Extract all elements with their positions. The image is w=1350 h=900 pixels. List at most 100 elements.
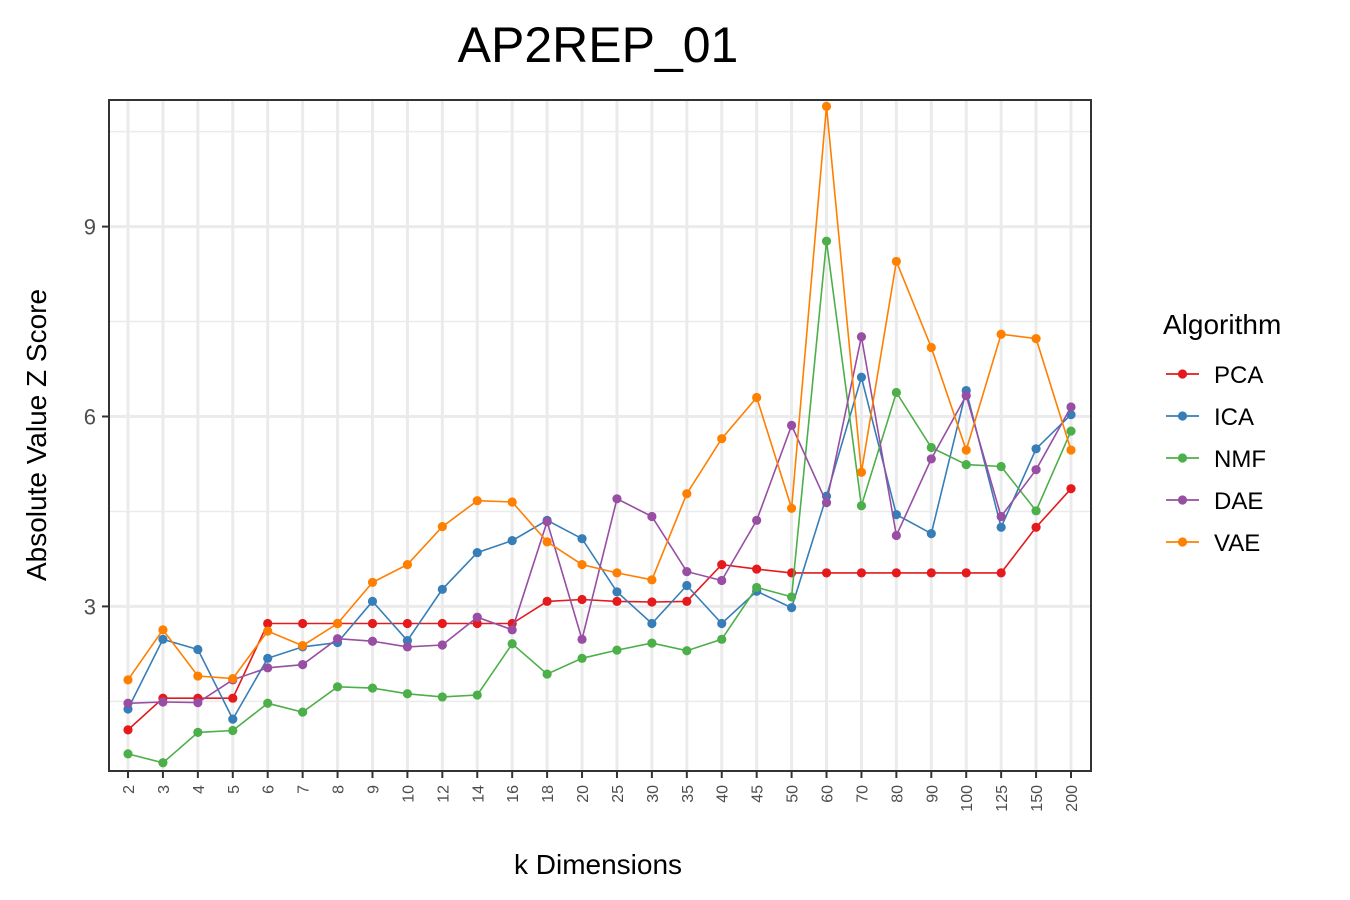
data-point — [193, 671, 203, 681]
data-point — [612, 587, 622, 597]
x-tick-label: 12 — [435, 785, 452, 803]
data-point — [472, 612, 482, 622]
data-point — [263, 626, 273, 636]
data-point — [263, 698, 273, 708]
y-tick-label: 6 — [84, 405, 96, 430]
legend-label: ICA — [1214, 404, 1254, 431]
data-point — [821, 101, 832, 111]
data-point — [193, 644, 203, 655]
x-tick-label: 100 — [959, 785, 976, 812]
data-point — [507, 625, 517, 635]
data-point — [507, 497, 517, 507]
data-point — [542, 669, 552, 679]
data-point — [577, 653, 587, 663]
data-point — [402, 635, 413, 646]
data-point — [891, 530, 901, 541]
data-point — [786, 503, 797, 513]
data-point — [298, 618, 308, 629]
data-point — [682, 596, 692, 606]
data-point — [891, 568, 901, 578]
data-point — [437, 584, 447, 594]
data-point — [367, 683, 378, 693]
data-point — [961, 568, 971, 578]
legend-label: DAE — [1214, 488, 1263, 515]
data-point — [996, 511, 1006, 522]
data-point — [158, 634, 168, 644]
series-vae — [123, 101, 1076, 685]
data-point — [402, 689, 413, 699]
data-point — [507, 639, 517, 649]
data-point — [577, 534, 587, 544]
data-point — [647, 597, 657, 607]
data-point — [123, 675, 133, 685]
data-point — [717, 434, 727, 444]
data-point — [612, 494, 622, 504]
data-point — [472, 690, 482, 700]
data-point — [856, 332, 867, 342]
legend-item-dae: DAE — [1166, 488, 1263, 515]
data-point — [332, 634, 343, 644]
data-point — [402, 618, 413, 629]
legend-item-nmf: NMF — [1166, 446, 1266, 473]
x-tick-label: 80 — [889, 785, 906, 803]
data-point — [821, 498, 832, 508]
legend-label: NMF — [1214, 446, 1266, 473]
x-tick-label: 90 — [924, 785, 941, 803]
data-point — [1031, 506, 1041, 516]
data-point — [1031, 334, 1041, 344]
x-tick-label: 150 — [1029, 785, 1046, 812]
data-point — [647, 618, 657, 629]
x-tick-label: 35 — [680, 785, 697, 803]
data-point — [682, 646, 692, 656]
data-point — [926, 454, 936, 464]
x-tick-label: 40 — [715, 785, 732, 803]
x-tick-label: 30 — [645, 785, 662, 803]
x-tick-label: 200 — [1064, 785, 1081, 812]
x-tick-label: 9 — [365, 785, 382, 794]
series-line-nmf — [127, 241, 1072, 764]
data-point — [891, 510, 901, 520]
data-point — [682, 566, 692, 577]
data-point — [856, 372, 867, 382]
x-tick-label: 4 — [191, 785, 208, 794]
data-point — [821, 236, 832, 246]
data-point — [961, 445, 971, 455]
data-point — [577, 634, 587, 644]
series-layer — [123, 101, 1076, 768]
data-point — [332, 682, 343, 692]
data-point — [856, 568, 867, 578]
data-point — [472, 618, 482, 629]
data-point — [437, 618, 447, 629]
data-point — [263, 653, 273, 663]
data-point — [298, 641, 308, 651]
legend-key-point — [1177, 369, 1188, 379]
data-point — [367, 596, 378, 606]
data-point — [402, 642, 413, 652]
legend-item-pca: PCA — [1166, 362, 1263, 389]
x-tick-label: 3 — [156, 785, 173, 794]
legend-key-point — [1177, 411, 1188, 421]
data-point — [821, 568, 832, 578]
data-point — [717, 575, 727, 586]
data-point — [1066, 445, 1076, 455]
data-point — [367, 618, 378, 629]
data-point — [1066, 484, 1076, 494]
data-point — [717, 618, 727, 629]
series-line-vae — [127, 106, 1072, 681]
x-axis-title: k Dimensions — [514, 849, 682, 880]
data-point — [158, 697, 168, 707]
data-point — [158, 625, 168, 635]
data-point — [926, 529, 936, 539]
data-point — [123, 749, 133, 759]
data-point — [1066, 402, 1076, 412]
x-tick-label: 5 — [226, 785, 243, 794]
series-line-pca — [127, 488, 1072, 731]
series-dae — [123, 332, 1076, 708]
data-point — [996, 568, 1006, 578]
data-point — [298, 660, 308, 670]
data-point — [437, 522, 447, 532]
data-point — [926, 342, 936, 353]
